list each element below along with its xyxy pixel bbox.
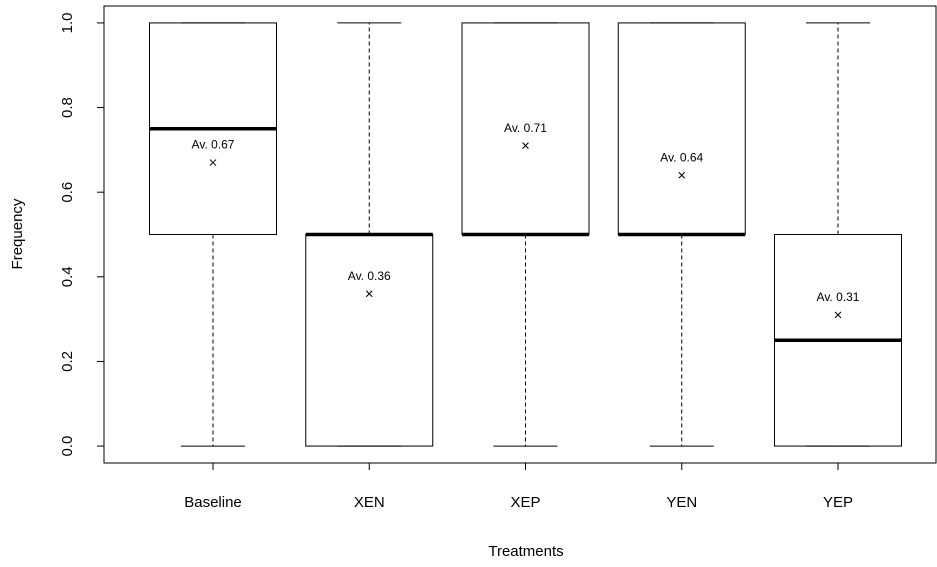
y-tick-label: 0.8 [59,97,76,118]
mean-marker [834,311,842,319]
x-tick-label: Baseline [184,494,242,511]
mean-label: Av. 0.71 [504,121,547,135]
mean-marker [678,171,686,179]
x-tick-label: XEN [354,494,385,511]
mean-label: Av. 0.36 [348,269,391,283]
x-tick-label: YEP [823,494,853,511]
mean-label: Av. 0.31 [817,290,860,304]
y-tick-label: 0.2 [59,351,76,372]
mean-label: Av. 0.64 [660,150,703,164]
y-tick-label: 0.4 [59,266,76,287]
mean-marker [522,142,529,149]
y-tick-label: 1.0 [59,12,76,33]
y-tick-label: 0.0 [59,436,76,457]
x-tick-label: YEN [666,494,697,511]
box [617,22,746,236]
x-tick-label: XEP [510,494,540,511]
mean-label: Av. 0.67 [192,138,235,152]
mean-marker [365,290,373,298]
y-axis-label: Frequency [9,198,26,269]
mean-marker [209,159,217,166]
x-axis-label: Treatments [488,543,563,560]
y-tick-label: 0.6 [59,182,76,203]
box [305,234,434,447]
